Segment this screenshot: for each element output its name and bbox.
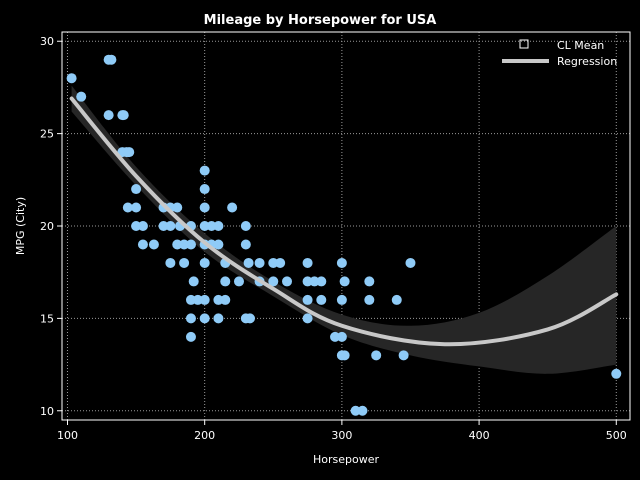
- data-point: [240, 239, 251, 250]
- data-point: [165, 257, 176, 268]
- plot-area: [62, 32, 630, 420]
- data-point: [185, 313, 196, 324]
- data-point: [213, 294, 224, 305]
- data-point: [199, 165, 210, 176]
- chart-title: Mileage by Horsepower for USA: [204, 13, 437, 28]
- data-point: [172, 239, 183, 250]
- data-point: [243, 257, 254, 268]
- y-tick-label: 15: [40, 312, 54, 325]
- data-point: [213, 313, 224, 324]
- data-point: [611, 368, 622, 379]
- data-point: [66, 73, 77, 84]
- x-tick-label: 300: [331, 429, 352, 442]
- data-point: [220, 294, 231, 305]
- data-point: [268, 257, 279, 268]
- data-point: [118, 110, 129, 121]
- data-point: [122, 202, 133, 213]
- data-point: [302, 257, 313, 268]
- data-point: [199, 294, 210, 305]
- data-point: [185, 294, 196, 305]
- data-point: [339, 350, 350, 361]
- data-point: [172, 202, 183, 213]
- data-point: [405, 257, 416, 268]
- data-point: [309, 276, 320, 287]
- data-point: [131, 184, 142, 195]
- data-point: [131, 202, 142, 213]
- x-axis-title: Horsepower: [313, 453, 379, 466]
- data-point: [179, 239, 190, 250]
- data-point: [206, 221, 217, 231]
- data-point: [106, 54, 117, 65]
- data-point: [371, 350, 382, 361]
- data-point: [350, 405, 361, 416]
- data-point: [336, 331, 347, 342]
- data-point: [158, 221, 169, 231]
- data-point: [357, 405, 368, 416]
- data-point: [148, 239, 159, 250]
- data-point: [220, 276, 231, 287]
- data-point: [330, 331, 341, 342]
- data-point: [131, 221, 142, 231]
- data-point: [275, 257, 286, 268]
- data-point: [199, 257, 210, 268]
- legend-regression-label: Regression: [557, 55, 617, 68]
- regression-line: [69, 96, 619, 347]
- y-tick-label: 25: [40, 128, 54, 141]
- legend-cl-mean-symbol: [519, 39, 529, 49]
- data-point: [398, 350, 409, 361]
- y-tick-label: 10: [40, 405, 54, 418]
- data-point: [364, 294, 375, 305]
- data-point: [188, 276, 199, 287]
- x-tick-label: 400: [469, 429, 490, 442]
- data-point: [336, 257, 347, 268]
- data-point: [185, 239, 196, 250]
- data-point: [213, 221, 224, 231]
- data-point: [233, 276, 244, 287]
- data-point: [199, 202, 210, 213]
- x-tick-label: 500: [606, 429, 627, 442]
- data-point: [103, 110, 114, 121]
- data-point: [339, 276, 350, 287]
- y-tick-label: 30: [40, 35, 54, 48]
- data-point: [302, 276, 313, 287]
- x-tick-label: 200: [194, 429, 215, 442]
- data-point: [268, 276, 279, 287]
- y-axis-title: MPG (City): [14, 197, 27, 255]
- data-point: [282, 276, 293, 287]
- data-point: [199, 313, 210, 324]
- data-point: [391, 294, 402, 305]
- axes: 100 200 300 400 500 10 15 20 25 30: [40, 35, 627, 442]
- data-point: [179, 257, 190, 268]
- data-point: [254, 257, 265, 268]
- data-point: [227, 202, 238, 213]
- x-tick-label: 100: [57, 429, 78, 442]
- data-point: [302, 294, 313, 305]
- data-point: [199, 184, 210, 195]
- data-point: [240, 221, 251, 231]
- y-tick-label: 20: [40, 220, 54, 233]
- data-point: [124, 147, 135, 158]
- data-point: [165, 221, 176, 231]
- data-point: [76, 91, 87, 102]
- data-point: [137, 221, 148, 231]
- data-point: [302, 313, 313, 324]
- data-point: [336, 294, 347, 305]
- data-point: [137, 239, 148, 250]
- data-point: [199, 221, 210, 231]
- data-point: [185, 331, 196, 342]
- data-point: [213, 239, 224, 250]
- legend-cl-mean-label: CL Mean: [557, 39, 604, 52]
- data-point: [244, 313, 255, 324]
- legend: CL Mean Regression: [502, 39, 617, 68]
- data-point: [316, 276, 327, 287]
- data-point: [316, 294, 327, 305]
- data-point: [192, 294, 203, 305]
- data-point: [364, 276, 375, 287]
